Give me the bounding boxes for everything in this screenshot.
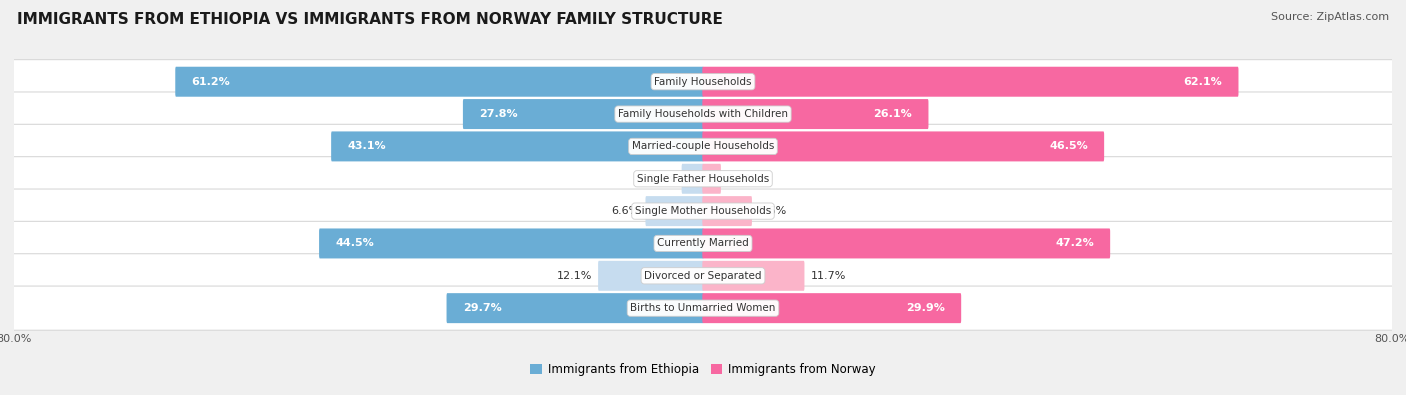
FancyBboxPatch shape xyxy=(703,67,1239,97)
FancyBboxPatch shape xyxy=(0,189,1406,233)
Text: 5.6%: 5.6% xyxy=(758,206,786,216)
Text: Single Father Households: Single Father Households xyxy=(637,174,769,184)
Text: 62.1%: 62.1% xyxy=(1184,77,1222,87)
FancyBboxPatch shape xyxy=(463,99,703,129)
Text: Married-couple Households: Married-couple Households xyxy=(631,141,775,151)
Text: 43.1%: 43.1% xyxy=(347,141,387,151)
FancyBboxPatch shape xyxy=(0,221,1406,265)
FancyBboxPatch shape xyxy=(703,261,804,291)
FancyBboxPatch shape xyxy=(703,99,928,129)
Text: Source: ZipAtlas.com: Source: ZipAtlas.com xyxy=(1271,12,1389,22)
Text: 46.5%: 46.5% xyxy=(1049,141,1088,151)
Text: 29.7%: 29.7% xyxy=(463,303,502,313)
FancyBboxPatch shape xyxy=(703,164,721,194)
FancyBboxPatch shape xyxy=(703,293,962,323)
FancyBboxPatch shape xyxy=(0,254,1406,298)
Text: 44.5%: 44.5% xyxy=(335,239,374,248)
Text: Single Mother Households: Single Mother Households xyxy=(636,206,770,216)
Text: Family Households: Family Households xyxy=(654,77,752,87)
Text: 26.1%: 26.1% xyxy=(873,109,912,119)
Text: 47.2%: 47.2% xyxy=(1056,239,1094,248)
Text: 12.1%: 12.1% xyxy=(557,271,592,281)
FancyBboxPatch shape xyxy=(0,60,1406,104)
FancyBboxPatch shape xyxy=(703,228,1111,258)
FancyBboxPatch shape xyxy=(703,196,752,226)
Text: 61.2%: 61.2% xyxy=(191,77,231,87)
Text: Family Households with Children: Family Households with Children xyxy=(619,109,787,119)
Text: 80.0%: 80.0% xyxy=(1374,334,1406,344)
Text: Divorced or Separated: Divorced or Separated xyxy=(644,271,762,281)
FancyBboxPatch shape xyxy=(447,293,703,323)
Text: 2.0%: 2.0% xyxy=(727,174,755,184)
FancyBboxPatch shape xyxy=(0,124,1406,169)
FancyBboxPatch shape xyxy=(176,67,703,97)
Text: Births to Unmarried Women: Births to Unmarried Women xyxy=(630,303,776,313)
FancyBboxPatch shape xyxy=(645,196,703,226)
Text: 80.0%: 80.0% xyxy=(0,334,32,344)
FancyBboxPatch shape xyxy=(0,157,1406,201)
FancyBboxPatch shape xyxy=(319,228,703,258)
FancyBboxPatch shape xyxy=(682,164,703,194)
FancyBboxPatch shape xyxy=(703,132,1104,162)
Text: 29.9%: 29.9% xyxy=(905,303,945,313)
FancyBboxPatch shape xyxy=(598,261,703,291)
Text: 27.8%: 27.8% xyxy=(479,109,517,119)
Text: IMMIGRANTS FROM ETHIOPIA VS IMMIGRANTS FROM NORWAY FAMILY STRUCTURE: IMMIGRANTS FROM ETHIOPIA VS IMMIGRANTS F… xyxy=(17,12,723,27)
Text: 2.4%: 2.4% xyxy=(647,174,675,184)
Text: 11.7%: 11.7% xyxy=(811,271,846,281)
Text: Currently Married: Currently Married xyxy=(657,239,749,248)
FancyBboxPatch shape xyxy=(0,286,1406,330)
FancyBboxPatch shape xyxy=(0,92,1406,136)
Legend: Immigrants from Ethiopia, Immigrants from Norway: Immigrants from Ethiopia, Immigrants fro… xyxy=(526,358,880,381)
FancyBboxPatch shape xyxy=(332,132,703,162)
Text: 6.6%: 6.6% xyxy=(612,206,640,216)
